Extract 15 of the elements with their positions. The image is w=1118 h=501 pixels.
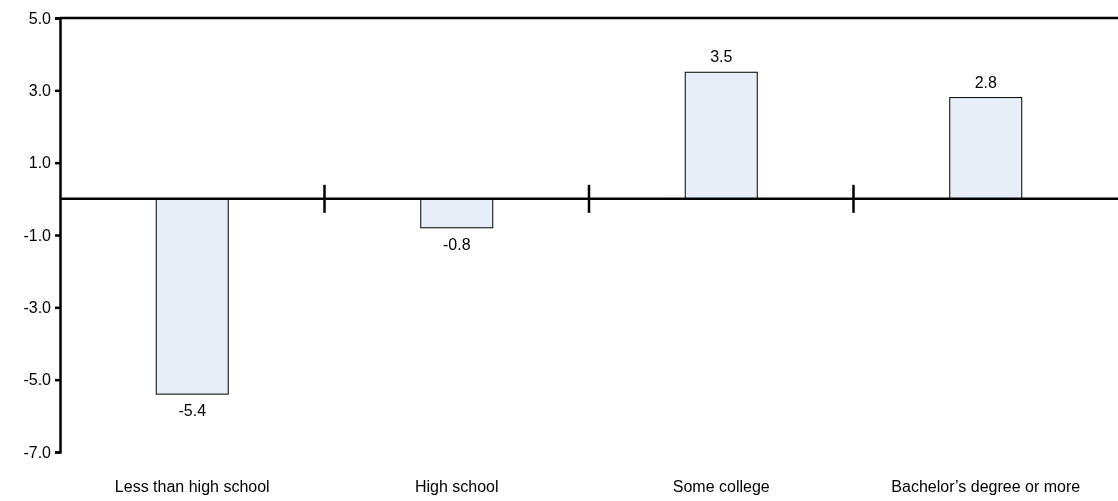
y-tick-label: 5.0 — [28, 9, 52, 27]
y-tick-label: -1.0 — [23, 226, 52, 244]
y-tick-label: 1.0 — [28, 154, 52, 172]
data-label: 3.5 — [710, 48, 733, 66]
data-label: 2.8 — [974, 73, 997, 91]
x-tick-label: Bachelor’s degree or more — [891, 478, 1081, 495]
y-tick-label: -5.0 — [23, 371, 52, 389]
data-label: -5.4 — [178, 402, 207, 420]
x-tick-label: High school — [414, 478, 499, 495]
y-tick-label: -7.0 — [23, 443, 52, 461]
x-tick-label: Less than high school — [114, 478, 270, 495]
x-tick-label: Some college — [672, 478, 770, 495]
y-tick-label: -3.0 — [23, 298, 52, 316]
data-label: -0.8 — [442, 235, 471, 253]
y-tick-label: 3.0 — [28, 81, 52, 99]
